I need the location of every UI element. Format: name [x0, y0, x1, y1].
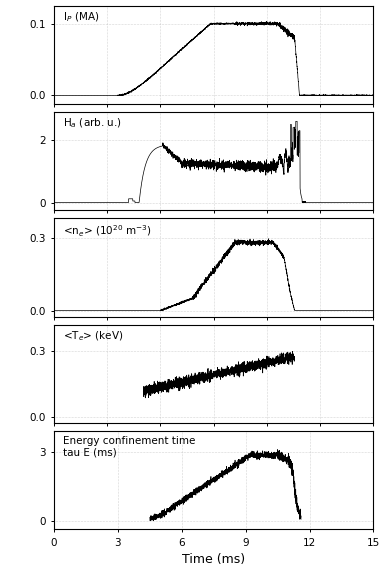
Text: H$_a$ (arb. u.): H$_a$ (arb. u.): [64, 117, 122, 130]
Text: I$_P$ (MA): I$_P$ (MA): [64, 11, 100, 24]
X-axis label: Time (ms): Time (ms): [182, 553, 245, 566]
Text: Energy confinement time
tau E (ms): Energy confinement time tau E (ms): [64, 436, 196, 457]
Text: <T$_e$> (keV): <T$_e$> (keV): [64, 329, 124, 343]
Text: <n$_e$> (10$^{20}$ m$^{-3}$): <n$_e$> (10$^{20}$ m$^{-3}$): [64, 223, 152, 238]
